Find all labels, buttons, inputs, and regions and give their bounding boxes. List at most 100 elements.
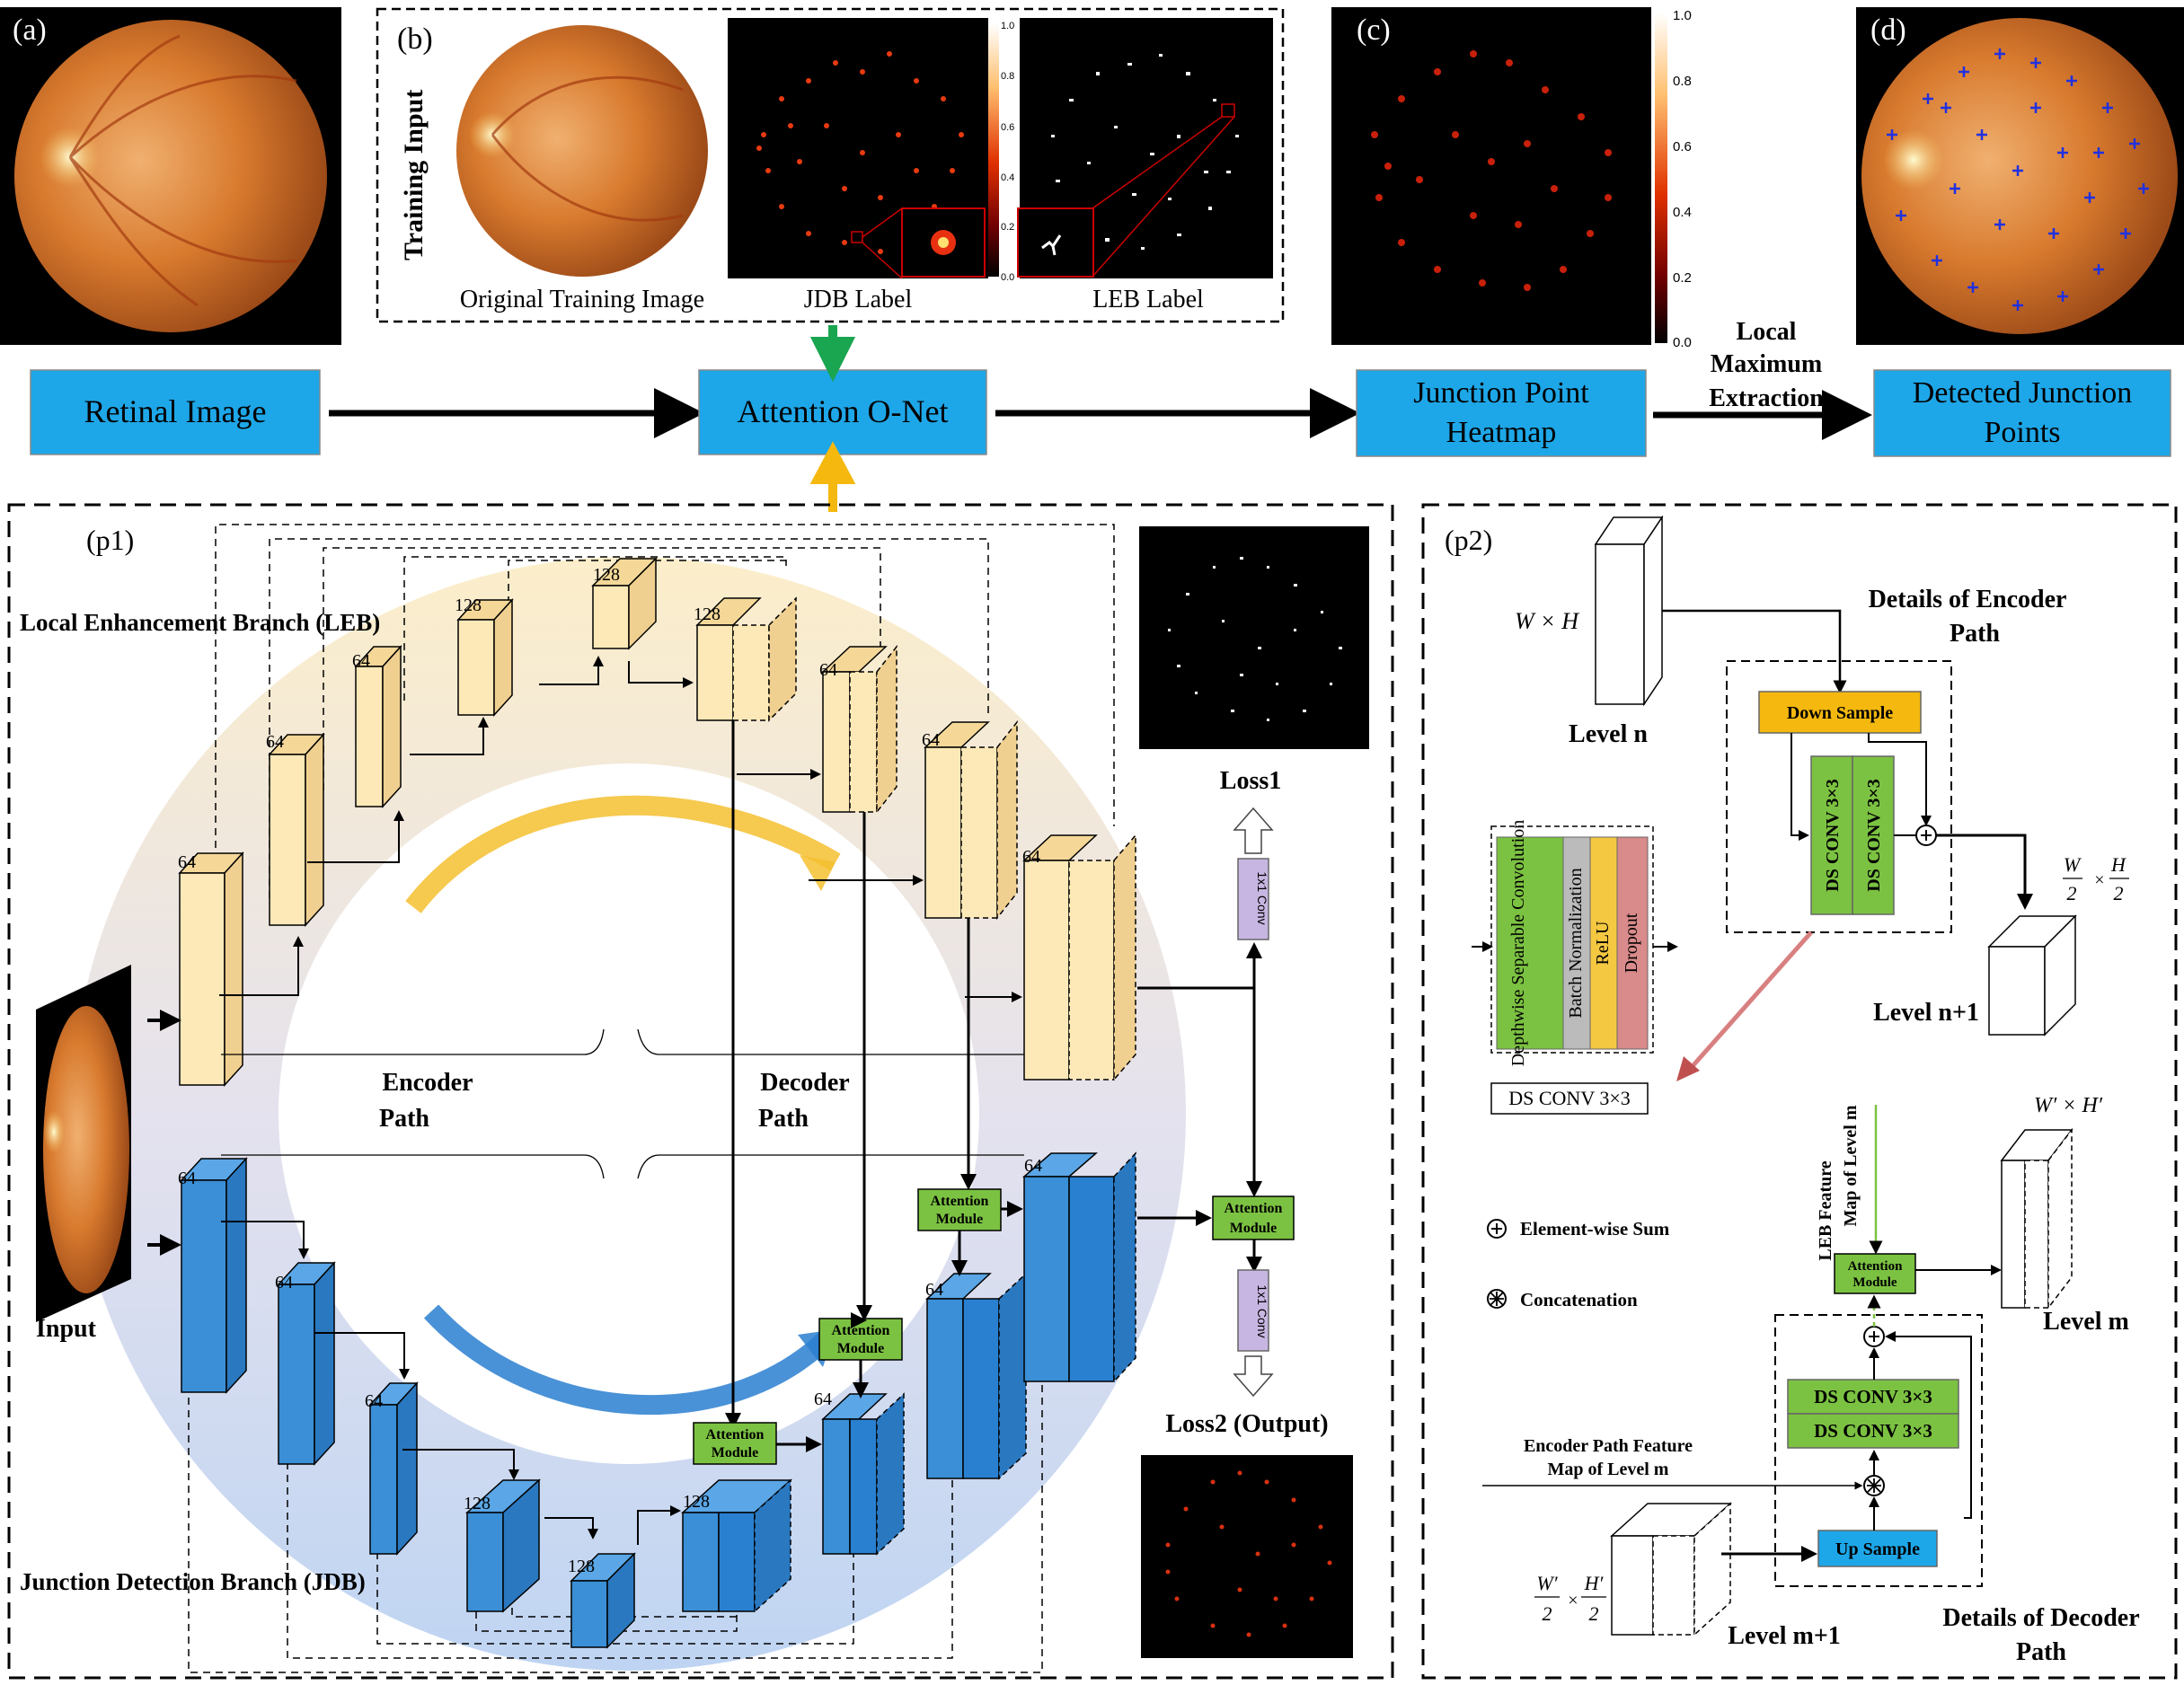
- leb-bottom: [591, 557, 658, 650]
- leb-dec-2: [924, 719, 1018, 921]
- ch-label: 64: [365, 1391, 383, 1411]
- svg-text:H′: H′: [1584, 1572, 1605, 1594]
- jdb-enc-2: [277, 1261, 336, 1466]
- svg-text:1.0: 1.0: [1673, 8, 1692, 23]
- green-arrow-training: [809, 325, 856, 383]
- encoder-feature-label-1: Encoder Path Feature: [1524, 1436, 1693, 1456]
- svg-text:2: 2: [2114, 882, 2124, 904]
- svg-text:Depthwise Separable Convolutio: Depthwise Separable Convolution: [1508, 820, 1528, 1066]
- encoder-feature-label-2: Map of Level m: [1548, 1460, 1669, 1479]
- retina-image-a: [0, 7, 341, 345]
- leb-enc-3: [354, 645, 402, 808]
- ch-label: 64: [178, 1169, 196, 1188]
- ch-label: 64: [922, 730, 940, 750]
- ch-label: 64: [266, 732, 284, 752]
- level-m1-block: [1610, 1502, 1732, 1636]
- level-n1-block: [1987, 914, 2077, 1037]
- panel-label-b: (b): [397, 22, 433, 56]
- detected-points-d: [1856, 7, 2184, 345]
- legend-concat: Concatenation: [1487, 1289, 1638, 1310]
- retinal-image-box: [30, 369, 321, 455]
- ch-label: 128: [568, 1557, 595, 1576]
- svg-text:0.2: 0.2: [1001, 222, 1014, 233]
- output-image: [1141, 1455, 1353, 1658]
- leb-enc-4: [456, 598, 514, 717]
- dec-ds-conv-1: [1787, 1379, 1959, 1415]
- encoder-ds-conv: DS CONV 3×3 DS CONV 3×3: [1810, 755, 1895, 915]
- half-size-label: W 2 × H 2: [2063, 853, 2129, 904]
- encoder-inner-arrows: [1791, 733, 1932, 841]
- svg-text:Module: Module: [1852, 1275, 1897, 1290]
- training-input-box: [376, 7, 1285, 323]
- arrow-to-level-n1: [1936, 834, 2033, 910]
- jdb-dec-2: [925, 1272, 1027, 1480]
- svg-text:Element-wise Sum: Element-wise Sum: [1520, 1218, 1670, 1239]
- arrow-to-downsample: [1662, 609, 1847, 694]
- svg-text:0.4: 0.4: [1673, 205, 1692, 220]
- ds-breakdown: Depthwise Separable Convolution Batch No…: [1496, 820, 1649, 1066]
- svg-text:W′: W′: [1536, 1572, 1558, 1594]
- p1-panel: [7, 503, 1394, 1680]
- svg-text:DS CONV 3×3: DS CONV 3×3: [1814, 1420, 1932, 1442]
- orange-arrow-p1: [809, 441, 856, 512]
- leb-dec-4: [695, 596, 797, 722]
- original-training-image: [451, 20, 712, 280]
- svg-text:0.6: 0.6: [1673, 139, 1692, 154]
- ch-label: 128: [593, 565, 620, 585]
- level-n1-label: Level n+1: [1873, 999, 1979, 1027]
- svg-text:2: 2: [1543, 1602, 1552, 1625]
- decoder-details-box: [1774, 1314, 1983, 1587]
- lme-label-3: Extraction: [1709, 384, 1824, 412]
- svg-text:Module: Module: [837, 1341, 884, 1356]
- down-sample-label: Down Sample: [1787, 703, 1893, 723]
- ch-label: 128: [464, 1494, 491, 1513]
- wh-prime-label: W′ × H′: [2034, 1094, 2103, 1117]
- encoder-details-1: Details of Encoder: [1869, 586, 2067, 613]
- panel-label-d: (d): [1870, 13, 1906, 47]
- dec-ds-conv-2: [1787, 1413, 1959, 1449]
- svg-text:Module: Module: [936, 1212, 983, 1227]
- svg-text:0.6: 0.6: [1001, 122, 1014, 133]
- svg-text:×: ×: [1567, 1591, 1579, 1610]
- svg-text:H: H: [2110, 853, 2127, 876]
- svg-text:1x1 Conv: 1x1 Conv: [1255, 1284, 1269, 1337]
- input-image: [36, 965, 131, 1322]
- jdb-dec-4: [681, 1478, 792, 1613]
- ds-conv-caption-box: [1490, 1082, 1649, 1115]
- level-n-block: [1594, 515, 1664, 707]
- leb-to-attention-arrows: [725, 720, 977, 1429]
- jdb-label-image: [728, 18, 988, 279]
- leb-enc-1: [178, 851, 244, 1087]
- leb-enc-2: [268, 733, 325, 927]
- conv1x1-top: 1x1 Conv: [1237, 858, 1269, 940]
- level-m-label: Level m: [2043, 1308, 2129, 1336]
- ds-breakdown-box: [1490, 825, 1654, 1054]
- encoder-details-2: Path: [1950, 620, 2000, 648]
- colorbar-b: 1.0 0.8 0.6 0.4 0.2 0.0: [988, 21, 1014, 283]
- p2-panel: [1421, 503, 2178, 1680]
- jdb-label-caption: JDB Label: [804, 286, 913, 313]
- svg-text:Module: Module: [712, 1445, 758, 1460]
- svg-text:0.2: 0.2: [1673, 270, 1692, 286]
- attention-module-1: Attention Module: [693, 1422, 777, 1465]
- attention-module-out: Attention Module: [1212, 1195, 1295, 1240]
- attention-onet-label: Attention O-Net: [738, 393, 949, 429]
- svg-text:0.8: 0.8: [1673, 74, 1692, 89]
- panel-label-p1: (p1): [86, 524, 134, 556]
- svg-text:Dropout: Dropout: [1622, 913, 1641, 973]
- level-m-block: [2000, 1127, 2073, 1310]
- prime-half-label: W′ 2 × H′ 2: [1534, 1572, 1606, 1625]
- heatmap-label-2: Heatmap: [1446, 416, 1557, 449]
- ring-hole: [279, 763, 979, 1464]
- leb-blocks: [178, 557, 1136, 1087]
- leb-label-image: [1017, 18, 1273, 278]
- svg-text:0.8: 0.8: [1001, 71, 1014, 82]
- ch-label: 64: [275, 1273, 293, 1292]
- svg-text:W: W: [2064, 853, 2082, 876]
- decoder-label-2: Path: [758, 1105, 809, 1133]
- lme-label-2: Maximum: [1711, 350, 1822, 378]
- leb-dec-1: [1022, 833, 1136, 1082]
- jdb-blocks: [180, 1151, 1136, 1649]
- level-n-label: Level n: [1569, 720, 1648, 748]
- jdb-enc-4: [465, 1478, 541, 1613]
